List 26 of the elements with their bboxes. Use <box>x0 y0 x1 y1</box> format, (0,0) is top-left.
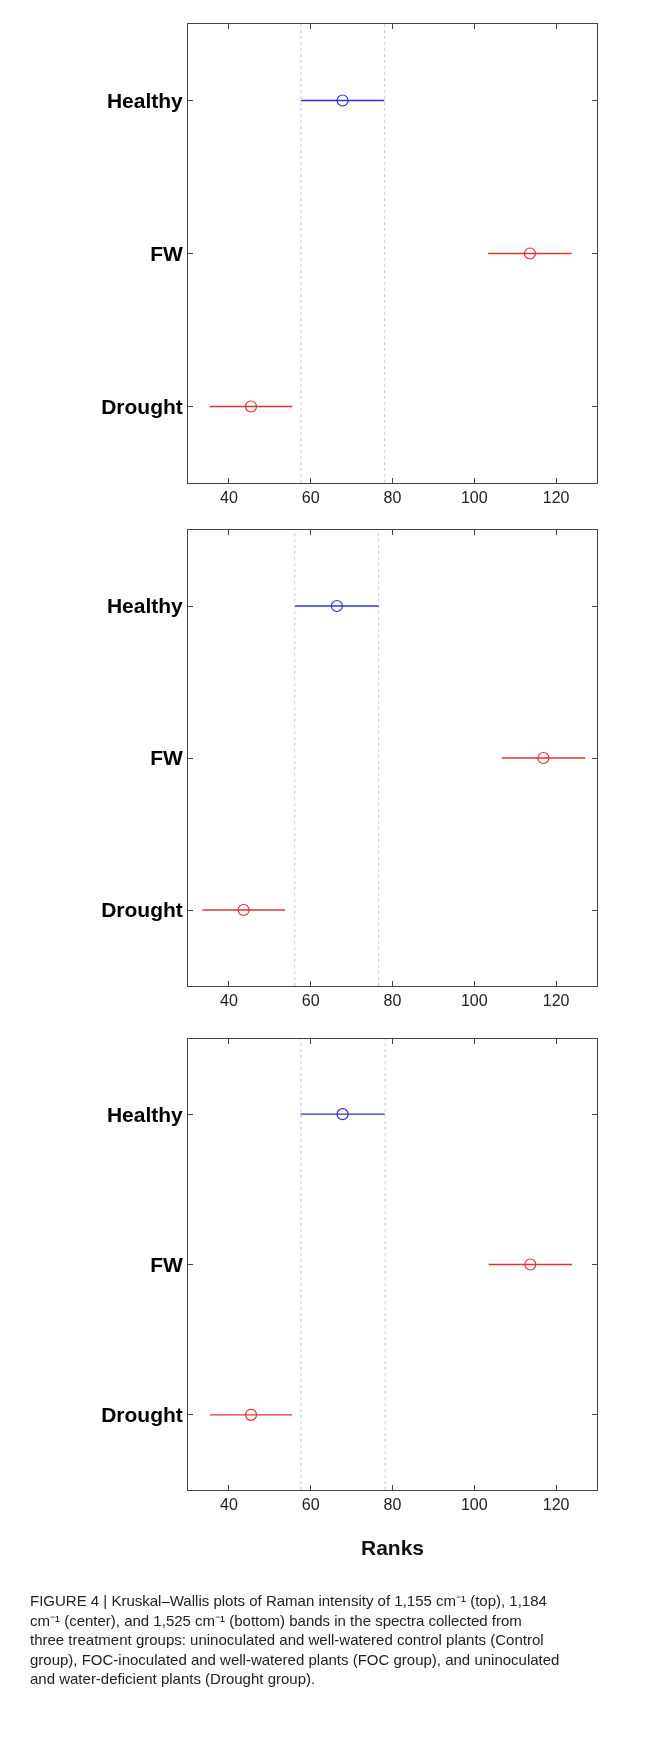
x-tick-label: 60 <box>301 489 320 507</box>
y-tick-label: Healthy <box>106 88 184 112</box>
x-tick-label: 80 <box>383 489 402 507</box>
x-tick-label: 80 <box>383 992 402 1010</box>
x-tick-label: 120 <box>542 489 570 507</box>
y-tick-label: Drought <box>101 394 183 418</box>
x-tick-label: 40 <box>220 992 238 1010</box>
y-tick-label: FW <box>150 746 183 770</box>
x-tick-label: 60 <box>301 992 320 1010</box>
x-tick-label: 120 <box>542 992 570 1010</box>
y-tick-label: Healthy <box>106 594 184 618</box>
x-tick-label: 60 <box>301 1496 320 1514</box>
x-tick-label: 100 <box>460 1496 488 1514</box>
x-tick-label: 100 <box>460 992 488 1010</box>
x-tick-label: 120 <box>542 1496 570 1514</box>
caption: FIGURE 4 | Kruskal–Wallis plots of Raman intensity of 1,155 cm⁻¹ (top), 1,184 cm⁻¹ (center), and 1,525 cm⁻¹ (bottom) bands in the spectra collected from three treatment groups: uninoculated and well-watered control plants (Control group), FOC-inoculated and well-watered plants (FOC group), and uninoculated and water-deficient plants (Drought group). <box>30 1592 560 1687</box>
x-axis-title: Ranks <box>360 1536 425 1560</box>
y-tick-label: Healthy <box>106 1102 184 1126</box>
y-tick-label: Drought <box>101 1403 183 1427</box>
x-tick-label: 80 <box>383 1496 402 1514</box>
y-tick-label: FW <box>150 1252 183 1276</box>
x-tick-label: 40 <box>220 489 238 507</box>
x-tick-label: 100 <box>460 489 488 507</box>
x-tick-label: 40 <box>220 1496 238 1514</box>
y-tick-label: Drought <box>101 898 183 922</box>
y-tick-label: FW <box>150 241 183 265</box>
